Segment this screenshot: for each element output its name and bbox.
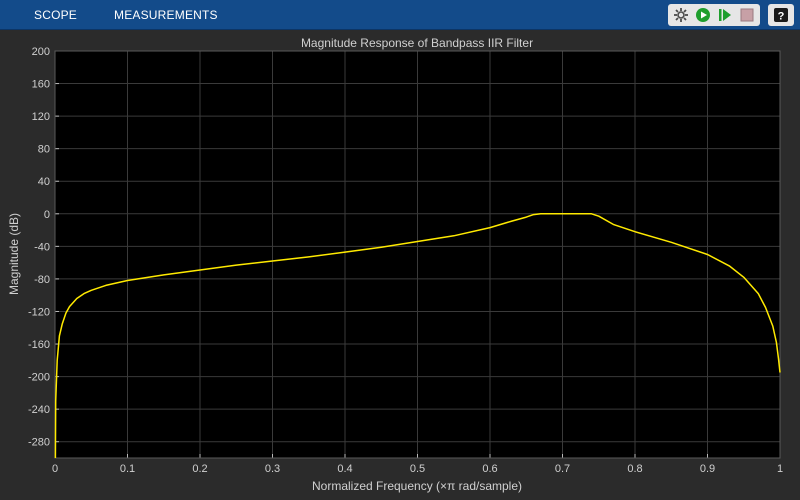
- x-tick-label: 0.6: [482, 463, 497, 475]
- x-tick-label: 0.4: [337, 463, 352, 475]
- settings-button[interactable]: [670, 4, 692, 26]
- y-tick-label: 160: [32, 79, 50, 91]
- help-controls: ?: [768, 4, 794, 26]
- x-tick-label: 0.1: [120, 463, 135, 475]
- y-tick-label: -120: [28, 306, 50, 318]
- help-icon: ?: [774, 8, 788, 23]
- x-tick-label: 0.5: [410, 463, 425, 475]
- toolstrip: SCOPE MEASUREMENTS: [0, 0, 800, 30]
- y-axis-label: Magnitude (dB): [7, 213, 21, 295]
- x-tick-label: 0.8: [627, 463, 642, 475]
- y-tick-label: 200: [32, 46, 50, 58]
- plot-border: [54, 50, 781, 459]
- tab-scope[interactable]: SCOPE: [34, 8, 78, 22]
- x-tick-label: 0.7: [555, 463, 570, 475]
- tab-measurements[interactable]: MEASUREMENTS: [114, 8, 218, 22]
- y-tick-label: -80: [34, 274, 50, 286]
- help-label: ?: [778, 11, 785, 23]
- run-button[interactable]: [692, 4, 714, 26]
- step-forward-icon: [719, 9, 731, 21]
- y-tick-label: -40: [34, 241, 50, 253]
- y-tick-label: 0: [44, 209, 50, 221]
- y-tick-label: 120: [32, 111, 50, 123]
- y-tick-label: -240: [28, 404, 50, 416]
- x-axis-label: Normalized Frequency (×π rad/sample): [312, 479, 522, 493]
- magnitude-response-chart: Magnitude Response of Bandpass IIR Filte…: [0, 30, 800, 500]
- toolbar-controls: ?: [660, 3, 794, 27]
- x-tick-label: 0.9: [700, 463, 715, 475]
- y-tick-label: -280: [28, 437, 50, 449]
- step-forward-button[interactable]: [714, 4, 736, 26]
- x-tick-label: 1: [777, 463, 783, 475]
- help-button[interactable]: ?: [770, 4, 792, 26]
- axis-ticks: 0 0.1 0.2 0.3 0.4 0.5 0.6 0.7 0.8 0.9 1 -280 -240 -20…: [28, 46, 783, 475]
- x-tick-label: 0.2: [192, 463, 207, 475]
- y-tick-label: 80: [38, 144, 50, 156]
- run-icon: [696, 8, 710, 22]
- x-tick-label: 0: [52, 463, 58, 475]
- simulation-controls: [668, 4, 760, 26]
- y-tick-label: -200: [28, 372, 50, 384]
- y-tick-label: 40: [38, 176, 50, 188]
- stop-icon: [740, 8, 754, 22]
- trace-group: [54, 213, 781, 459]
- chart-title: Magnitude Response of Bandpass IIR Filte…: [301, 36, 533, 50]
- settings-icon: [674, 8, 688, 22]
- magnitude-trace: [54, 213, 781, 459]
- stop-button[interactable]: [736, 4, 758, 26]
- y-tick-label: -160: [28, 339, 50, 351]
- x-tick-label: 0.3: [265, 463, 280, 475]
